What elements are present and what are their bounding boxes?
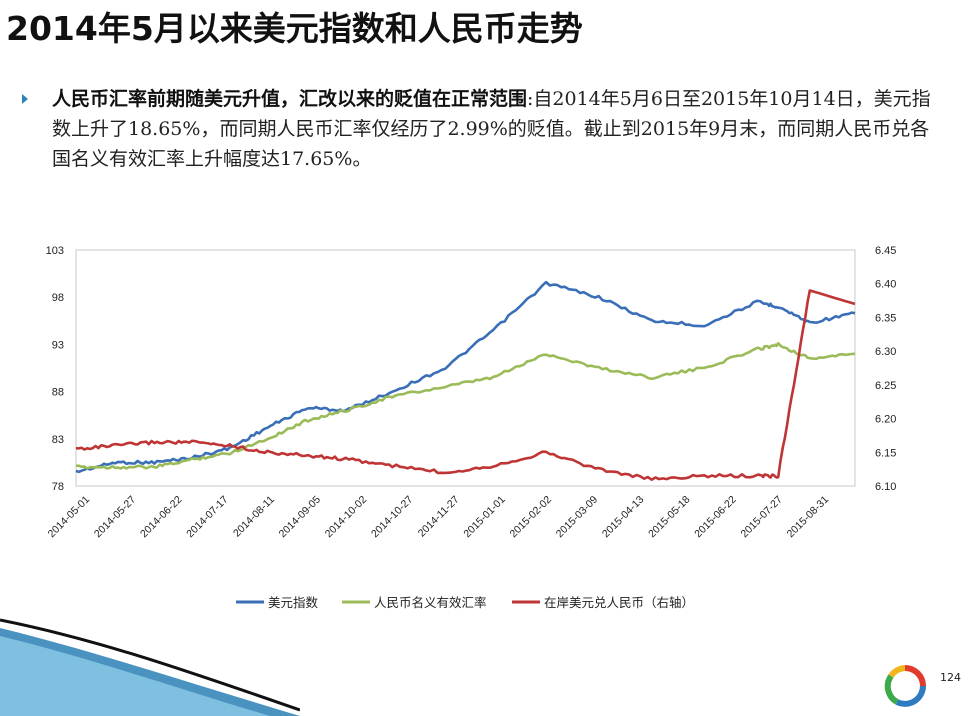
x-axis-tick-label: 2015-04-13 xyxy=(600,494,647,541)
right-axis-tick-label: 6.45 xyxy=(875,245,896,257)
bullet-arrow-icon xyxy=(22,94,28,104)
right-axis-tick-label: 6.25 xyxy=(875,380,896,392)
chart-axes xyxy=(75,249,856,487)
x-axis-tick-label: 2014-05-27 xyxy=(92,494,139,541)
page-number: 124 xyxy=(940,671,961,684)
decorative-swoosh xyxy=(0,618,300,716)
x-axis-tick-label: 2014-10-02 xyxy=(323,494,370,541)
chart-lines xyxy=(75,280,856,481)
x-axis-tick-label: 2014-05-01 xyxy=(46,494,93,541)
left-axis-tick-label: 103 xyxy=(46,245,64,257)
x-axis-tick-label: 2015-08-31 xyxy=(785,494,832,541)
right-axis-tick-label: 6.15 xyxy=(875,447,896,459)
chart-legend: 美元指数 人民币名义有效汇率 在岸美元兑人民币（右轴） xyxy=(236,595,694,610)
right-axis-tick-label: 6.10 xyxy=(875,481,896,493)
paragraph-rest: :自2014年5月6日至2015年10月14日，美元指数上升了18.65%，而同… xyxy=(52,88,931,170)
exchange-rate-chart: 78 83 88 93 98 103 6.10 6.15 6.20 6.25 6.30 6.35 6.4… xyxy=(46,245,897,610)
legend-label: 美元指数 xyxy=(268,595,319,610)
x-axis-tick-label: 2014-09-05 xyxy=(277,494,324,541)
company-logo-icon xyxy=(884,665,926,707)
left-axis-tick-label: 78 xyxy=(52,481,64,493)
slide-paragraph: 人民币汇率前期随美元升值，汇改以来的贬值在正常范围:自2014年5月6日至201… xyxy=(52,84,932,174)
chart-tick-labels: 78 83 88 93 98 103 6.10 6.15 6.20 6.25 6.30 6.35 6.4… xyxy=(46,245,897,540)
x-axis-tick-label: 2015-03-09 xyxy=(554,494,601,541)
right-axis-tick-label: 6.40 xyxy=(875,279,896,291)
slide-title: 2014年5月以来美元指数和人民币走势 xyxy=(6,9,583,48)
x-axis-tick-label: 2015-05-18 xyxy=(646,494,693,541)
right-axis-tick-label: 6.35 xyxy=(875,312,896,324)
x-axis-tick-label: 2015-02-02 xyxy=(508,494,555,541)
series-line-cny xyxy=(75,289,856,481)
x-axis-tick-label: 2015-07-27 xyxy=(738,494,785,541)
legend-label: 在岸美元兑人民币（右轴） xyxy=(544,595,694,610)
x-axis-tick-label: 2014-11-27 xyxy=(416,494,462,540)
left-axis-tick-label: 83 xyxy=(52,434,64,446)
legend-label: 人民币名义有效汇率 xyxy=(374,595,487,610)
right-axis-tick-label: 6.20 xyxy=(875,414,896,426)
x-axis-tick-label: 2015-01-01 xyxy=(461,494,508,541)
right-axis-tick-label: 6.30 xyxy=(875,346,896,358)
x-axis-tick-label: 2014-07-17 xyxy=(184,494,231,541)
paragraph-bold-lead: 人民币汇率前期随美元升值，汇改以来的贬值在正常范围 xyxy=(52,88,528,110)
series-line-usd_index xyxy=(75,280,856,474)
series-line-neer xyxy=(75,341,856,470)
plot-area xyxy=(75,249,856,487)
x-axis-tick-label: 2015-06-22 xyxy=(692,494,739,541)
left-axis-tick-label: 88 xyxy=(52,387,64,399)
x-axis-tick-label: 2014-06-22 xyxy=(138,494,185,541)
left-axis-tick-label: 93 xyxy=(52,339,64,351)
x-axis-tick-label: 2014-10-27 xyxy=(369,494,416,541)
x-axis-tick-label: 2014-08-11 xyxy=(231,494,277,540)
left-axis-tick-label: 98 xyxy=(52,292,64,304)
